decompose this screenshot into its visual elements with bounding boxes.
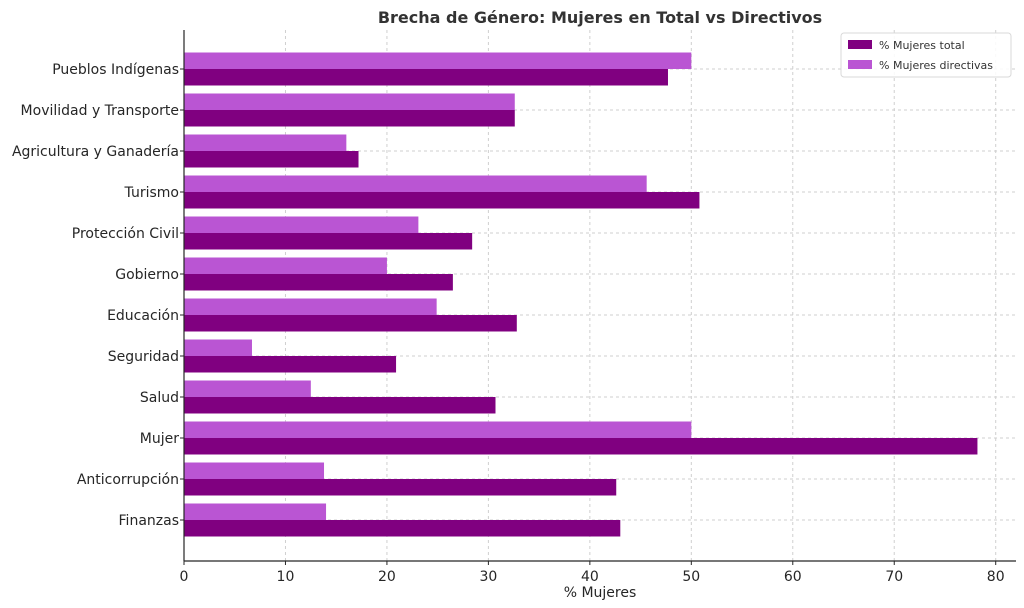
bar [184, 462, 325, 479]
legend-swatch [848, 40, 872, 49]
bar [184, 315, 517, 332]
x-tick-label: 60 [784, 569, 802, 585]
category-label: Seguridad [108, 349, 179, 365]
category-label: Agricultura y Ganadería [12, 144, 179, 160]
bar [184, 503, 327, 520]
bar [184, 233, 473, 250]
category-label: Salud [140, 390, 179, 406]
bar [184, 69, 668, 86]
category-label: Pueblos Indígenas [52, 62, 179, 78]
category-label: Educación [107, 308, 179, 324]
category-label: Gobierno [115, 267, 179, 283]
legend-label: % Mujeres total [879, 39, 965, 52]
legend-label: % Mujeres directivas [879, 59, 993, 72]
bar [184, 274, 453, 291]
category-label: Protección Civil [72, 226, 179, 242]
category-label: Mujer [140, 431, 179, 447]
bar [184, 438, 978, 455]
x-tick-label: 70 [885, 569, 903, 585]
bar [184, 339, 252, 356]
category-label: Anticorrupción [77, 472, 179, 488]
category-label: Turismo [124, 185, 179, 201]
bar [184, 134, 347, 151]
x-tick-label: 20 [378, 569, 396, 585]
bar [184, 93, 515, 110]
bar [184, 421, 692, 438]
axes [180, 30, 1016, 565]
bar [184, 110, 515, 127]
x-tick-label: 40 [581, 569, 599, 585]
x-tick-label: 0 [180, 569, 189, 585]
bar [184, 298, 437, 315]
category-labels: Finanzas Anticorrupción Mujer Salud Segurida… [12, 62, 179, 529]
legend: % Mujeres total % Mujeres directivas [840, 32, 1012, 78]
category-label: Finanzas [119, 513, 179, 529]
x-tick-label: 10 [277, 569, 295, 585]
x-tick-label: 50 [682, 569, 700, 585]
bar [184, 520, 621, 537]
category-label: Movilidad y Transporte [21, 103, 179, 119]
legend-swatch [848, 60, 872, 69]
bars [184, 52, 978, 537]
bar [184, 192, 700, 209]
x-axis-title: % Mujeres [564, 585, 637, 601]
x-tick-label: 80 [987, 569, 1005, 585]
bar [184, 380, 311, 397]
bar [184, 479, 617, 496]
bar [184, 151, 359, 168]
bar [184, 257, 387, 274]
bar [184, 52, 692, 69]
bar [184, 216, 419, 233]
legend-box [840, 32, 1012, 78]
bar [184, 356, 397, 373]
bar [184, 175, 647, 192]
x-tick-label: 30 [479, 569, 497, 585]
bar [184, 397, 496, 414]
chart-title: Brecha de Género: Mujeres en Total vs Di… [378, 8, 822, 27]
x-tick-labels: 0 10 20 30 40 50 60 70 80 [180, 569, 1005, 585]
